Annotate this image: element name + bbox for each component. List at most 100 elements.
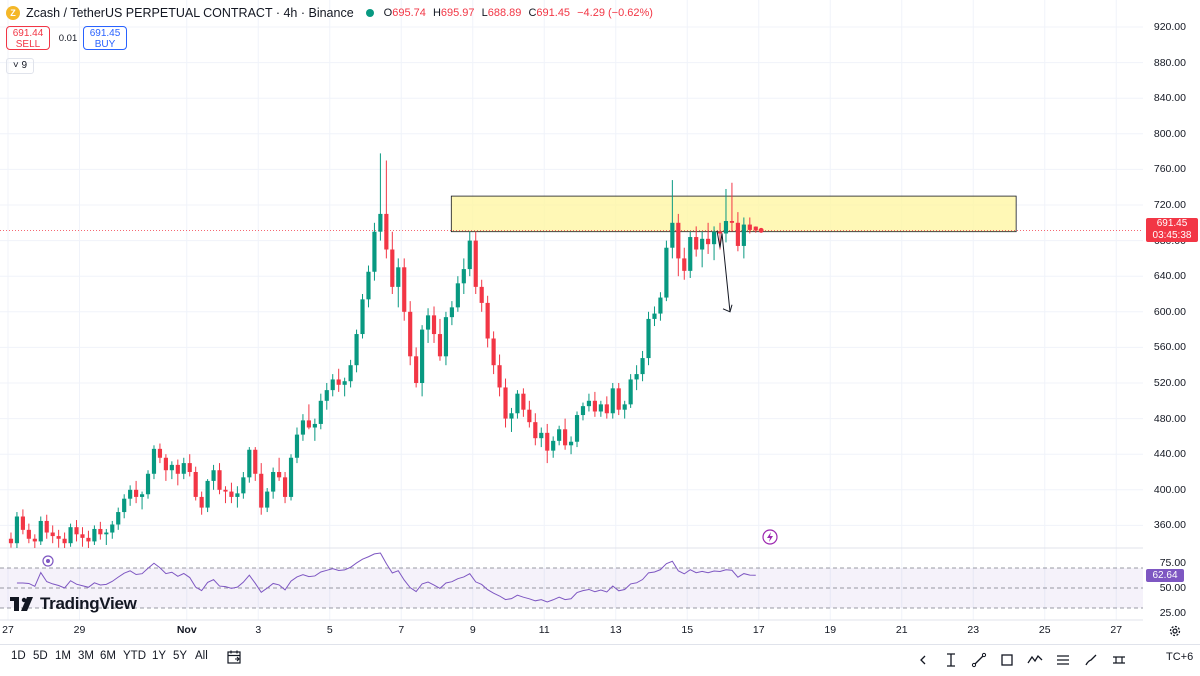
time-tick-label: 5 <box>326 624 333 636</box>
zigzag-icon <box>1027 654 1043 664</box>
rsi-tick-label: 25.00 <box>1159 607 1186 619</box>
candle-body <box>634 374 639 380</box>
open-value: 695.74 <box>392 7 426 19</box>
candle-body <box>551 440 556 451</box>
time-tick-label: 23 <box>967 624 980 636</box>
live-price-dot <box>758 227 764 233</box>
buy-button[interactable]: 691.45 BUY <box>83 26 127 50</box>
high-value: 695.97 <box>440 7 475 19</box>
time-tick-label: 15 <box>681 624 694 636</box>
candle-body <box>193 472 198 497</box>
candle-body <box>271 472 276 492</box>
rectangle-tool[interactable] <box>996 649 1018 671</box>
candle-body <box>515 393 520 414</box>
high-label: H <box>432 7 441 19</box>
candle-body <box>151 448 157 474</box>
price-chart[interactable] <box>0 0 1143 640</box>
price-tick-label: 800.00 <box>1153 127 1186 140</box>
timezone-label[interactable]: TC+6 <box>1166 651 1194 663</box>
time-tick-label: 11 <box>538 624 550 636</box>
candle-body <box>747 224 752 230</box>
buy-label: BUY <box>94 39 116 50</box>
indicators-toggle[interactable]: ˅ 9 <box>6 58 34 74</box>
price-tick-label: 920.00 <box>1153 21 1186 33</box>
range-all-button[interactable]: All <box>195 650 208 662</box>
cursor-tool[interactable] <box>940 649 962 671</box>
range-1d-button[interactable]: 1D <box>11 650 26 662</box>
candle-body <box>330 379 335 391</box>
range-6m-button[interactable]: 6M <box>100 650 116 662</box>
candle-body <box>223 489 228 492</box>
candle-body <box>294 434 300 458</box>
time-tick-label: 9 <box>469 624 476 636</box>
trend-line-tool[interactable] <box>968 649 990 671</box>
projection-arrow <box>716 230 731 312</box>
time-tick-label: 7 <box>398 624 405 636</box>
candle-body <box>408 311 413 357</box>
measure-tool[interactable] <box>1108 649 1130 671</box>
time-tick-label: Nov <box>176 624 197 636</box>
spread-value: 0.01 <box>58 33 78 44</box>
candle-body <box>664 247 669 298</box>
candle-body <box>449 307 454 318</box>
brush-tool[interactable] <box>1080 649 1102 671</box>
price-tick-label: 760.00 <box>1153 163 1186 176</box>
candle-body <box>86 537 91 542</box>
time-tick-label: 29 <box>73 624 86 636</box>
candle-body <box>384 213 389 250</box>
symbol-title[interactable]: Zcash / TetherUS PERPETUAL CONTRACT · 4h… <box>26 6 354 20</box>
last-price-tag: 691.45 03:45:38 <box>1146 218 1198 243</box>
tradingview-logo[interactable]: TradingView <box>10 594 137 614</box>
lightning-icon[interactable] <box>762 529 778 545</box>
time-axis[interactable]: 27 29 Nov 3 5 7 9 11 13 15 17 19 21 23 25 27 <box>0 620 1143 640</box>
candle-body <box>723 221 729 234</box>
candle-body <box>539 432 544 439</box>
candle-body <box>169 464 174 471</box>
close-label: C <box>528 7 537 19</box>
candle-body <box>396 267 401 287</box>
range-5y-button[interactable]: 5Y <box>173 650 188 662</box>
candle-body <box>610 388 615 414</box>
candle-body <box>354 334 359 366</box>
rsi-settings-icon[interactable] <box>42 555 54 567</box>
price-tick-label: 560.00 <box>1153 341 1186 354</box>
gear-icon[interactable] <box>1168 624 1182 638</box>
candle-body <box>68 527 73 544</box>
projection-arrowhead <box>722 304 733 313</box>
candle-body <box>700 238 705 250</box>
last-price-value: 691.45 <box>1156 218 1188 230</box>
range-1m-button[interactable]: 1M <box>55 650 71 662</box>
candle-body <box>706 238 711 245</box>
candle-body <box>688 237 693 271</box>
candle-body <box>110 524 115 533</box>
price-axis[interactable]: 920.00880.00840.00800.00760.00720.00680.… <box>1143 0 1200 640</box>
range-5d-button[interactable]: 5D <box>33 650 48 662</box>
price-tick-label: 840.00 <box>1153 92 1186 105</box>
rsi-value-tag: 62.64 <box>1146 569 1184 583</box>
candle-body <box>205 480 210 508</box>
candle-body <box>461 269 466 284</box>
pattern-tool[interactable] <box>1024 649 1046 671</box>
indicators-count: 9 <box>21 60 28 71</box>
candle-body <box>372 231 377 272</box>
fib-tool[interactable] <box>1052 649 1074 671</box>
time-tick-label: 25 <box>1038 624 1051 636</box>
candle-body <box>473 240 478 287</box>
candle-body <box>580 406 586 416</box>
calendar-icon[interactable] <box>226 649 242 665</box>
candle-body <box>676 222 681 259</box>
candle-body <box>235 493 240 497</box>
candle-body <box>729 221 735 223</box>
brush-icon <box>1085 654 1097 666</box>
low-label: L <box>481 7 488 19</box>
candle-body <box>604 404 609 414</box>
range-1y-button[interactable]: 1Y <box>152 650 167 662</box>
range-3m-button[interactable]: 3M <box>78 650 94 662</box>
collapse-toolbar-button[interactable] <box>912 649 934 671</box>
candle-body <box>646 318 651 359</box>
candle-body <box>211 470 216 481</box>
range-ytd-button[interactable]: YTD <box>123 650 146 662</box>
candle-body <box>348 365 353 382</box>
price-tick-label: 440.00 <box>1153 448 1186 461</box>
sell-button[interactable]: 691.44 SELL <box>6 26 50 50</box>
